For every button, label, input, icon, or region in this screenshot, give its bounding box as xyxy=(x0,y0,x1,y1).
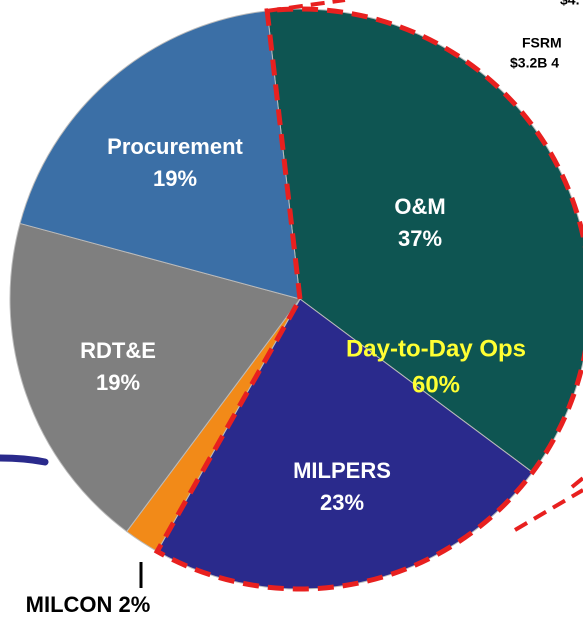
category: MILCON xyxy=(26,592,113,617)
labels: O&M 37% MILPERS 23% RDT&E 19% Procurement 19% MI… xyxy=(26,134,446,617)
value: 2% xyxy=(119,592,151,617)
pie-slice xyxy=(19,10,301,300)
slice-value-label: 19% xyxy=(96,370,140,395)
annotation: 60% xyxy=(412,371,460,398)
slice-value-label: 19% xyxy=(153,166,197,191)
slice-label: MILPERS xyxy=(293,458,391,483)
annotation: Day-to-Day Ops xyxy=(346,335,526,362)
decor-stroke xyxy=(0,454,49,466)
callout-line xyxy=(513,488,583,532)
annotation: FSRM xyxy=(522,35,562,51)
callout-line xyxy=(266,0,346,13)
slice-value-label: 23% xyxy=(320,490,364,515)
pie-slice xyxy=(9,222,301,533)
slice-label: O&M xyxy=(394,194,445,219)
slice-label: Procurement xyxy=(107,134,243,159)
pie xyxy=(9,8,583,590)
annotation: $4. xyxy=(560,0,579,8)
slice-label: RDT&E xyxy=(80,338,156,363)
annotation: $3.2B 4 xyxy=(510,55,559,71)
slice-label: MILCON 2% xyxy=(26,592,151,617)
slice-value-label: 37% xyxy=(398,226,442,251)
highlight-outline xyxy=(153,6,583,592)
callout-line xyxy=(570,476,583,489)
